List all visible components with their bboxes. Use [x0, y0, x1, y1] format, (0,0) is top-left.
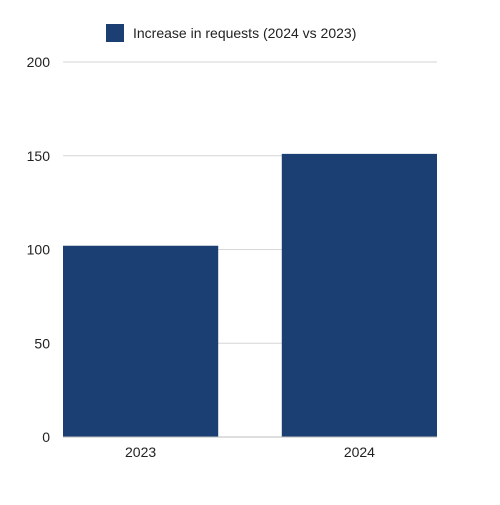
x-tick-label: 2023: [125, 444, 156, 460]
y-tick-label: 150: [27, 148, 51, 164]
y-tick-label: 50: [34, 335, 50, 351]
legend-swatch: [106, 24, 124, 42]
axes: 0 50 100 150 200 2023 2024: [27, 54, 437, 460]
bars: [63, 153, 437, 437]
y-tick-label: 0: [42, 429, 50, 445]
bar-2024: [281, 153, 437, 437]
x-tick-label: 2024: [344, 444, 375, 460]
legend: Increase in requests (2024 vs 2023): [106, 24, 356, 42]
bar-2023: [63, 245, 219, 437]
y-tick-label: 200: [27, 54, 51, 70]
y-tick-label: 100: [27, 242, 51, 258]
legend-label: Increase in requests (2024 vs 2023): [133, 25, 356, 41]
